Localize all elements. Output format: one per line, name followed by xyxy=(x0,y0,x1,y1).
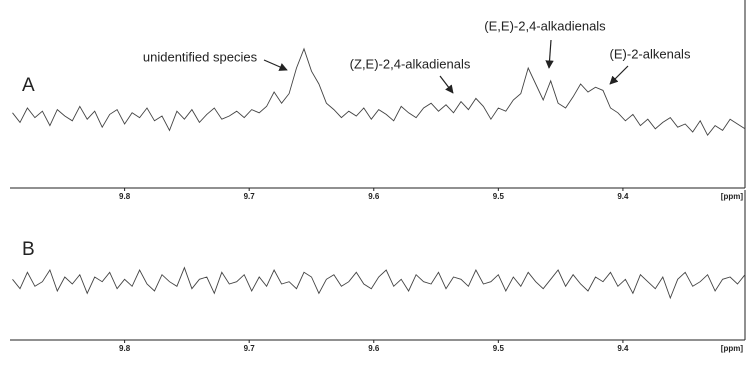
x-tick-label: 9.7 xyxy=(244,344,256,353)
x-tick-label: 9.6 xyxy=(368,192,380,201)
spectrum-line xyxy=(12,47,746,137)
annotation: (E,E)-2,4-alkadienals xyxy=(484,18,606,33)
x-tick-label: 9.4 xyxy=(617,192,629,201)
x-tick-label: 9.6 xyxy=(368,344,380,353)
x-tick-label: 9.5 xyxy=(493,344,505,353)
arrows xyxy=(263,39,629,94)
x-tick-label: 9.4 xyxy=(617,344,629,353)
x-tick-label: 9.5 xyxy=(493,192,505,201)
panel-label: A xyxy=(22,75,35,96)
x-unit: [ppm] xyxy=(721,344,744,353)
annotation: unidentified species xyxy=(143,49,258,64)
x-tick-label: 9.7 xyxy=(244,192,256,201)
annotation: (E)-2-alkenals xyxy=(610,46,691,61)
annotation: (Z,E)-2,4-alkadienals xyxy=(350,56,471,71)
spectrum-line xyxy=(12,266,746,300)
x-unit: [ppm] xyxy=(721,192,744,201)
x-tick-label: 9.8 xyxy=(119,344,131,353)
x-tick-label: 9.8 xyxy=(119,192,131,201)
panel-label: B xyxy=(22,239,35,260)
